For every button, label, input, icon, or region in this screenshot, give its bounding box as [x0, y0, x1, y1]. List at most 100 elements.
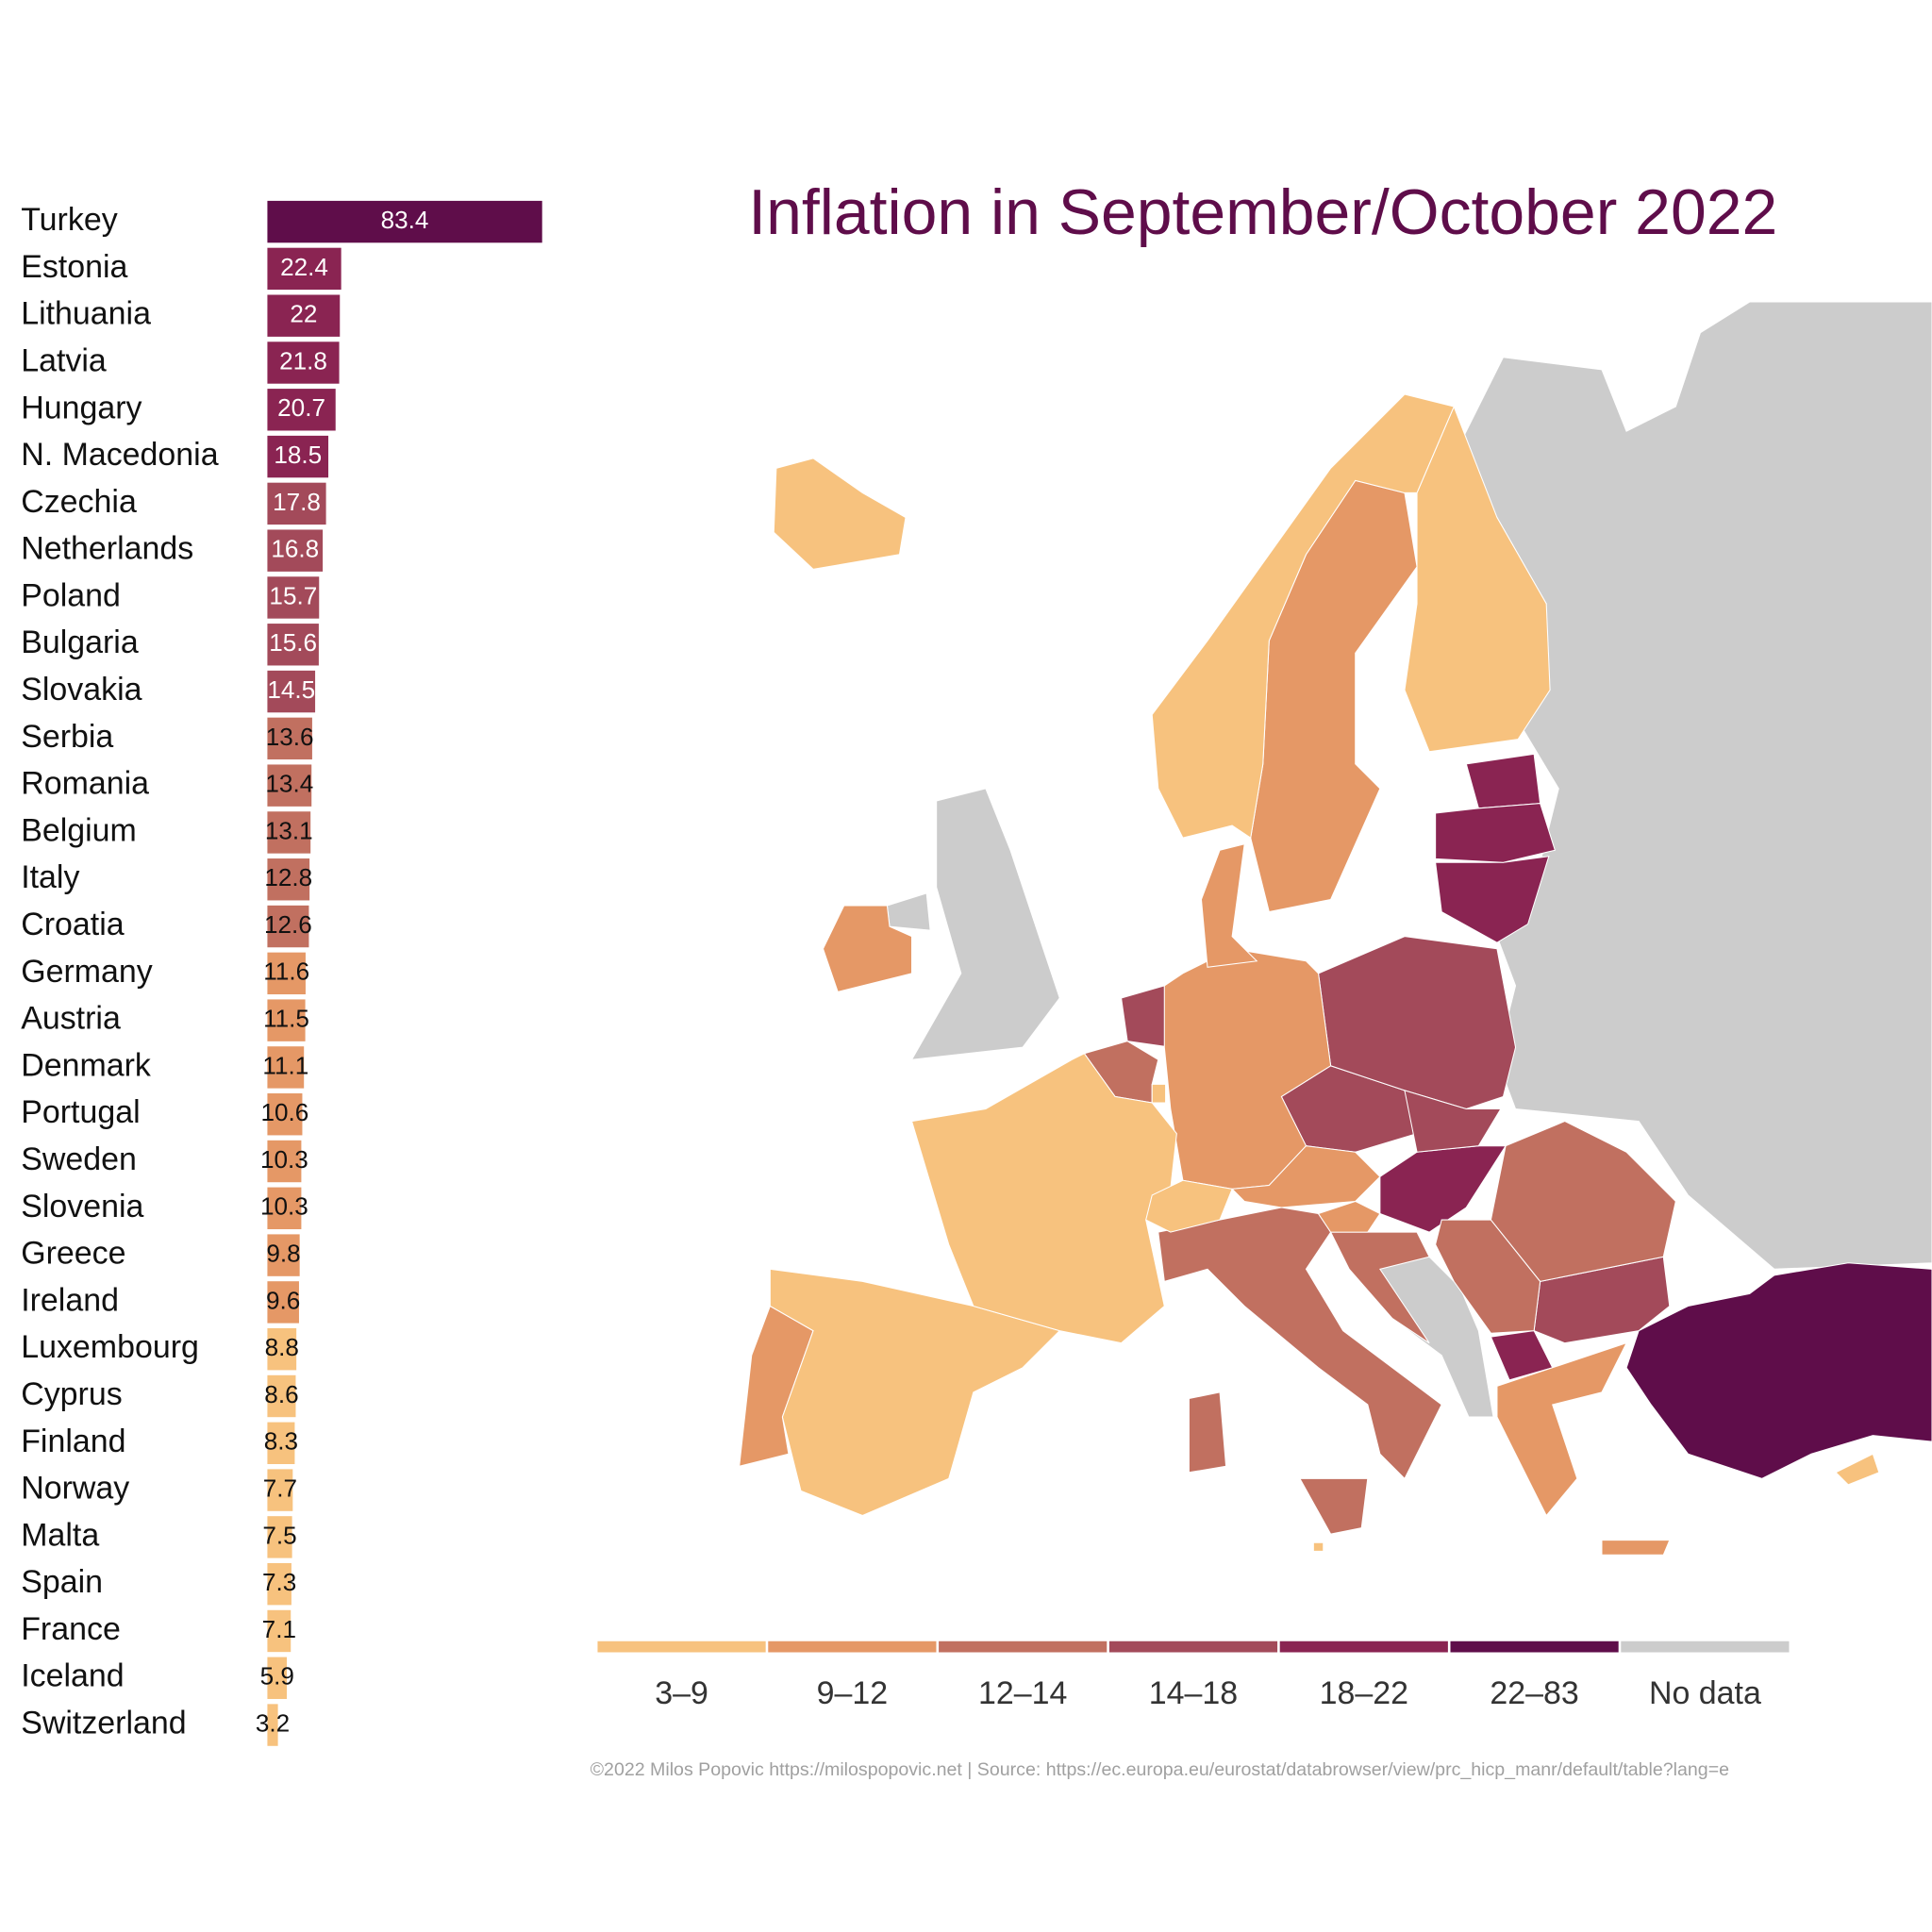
country-shape [1625, 1262, 1932, 1479]
value-label: 22.4 [280, 253, 328, 281]
value-label: 3.2 [256, 1708, 290, 1737]
value-label: 13.1 [265, 816, 313, 844]
source-note: ©2022 Milos Popovic https://milospopovic… [591, 1759, 1730, 1780]
value-label: 11.6 [263, 958, 309, 986]
legend-label: 9–12 [817, 1675, 889, 1711]
category-label: Italy [21, 859, 79, 895]
country-shape [1158, 1207, 1442, 1535]
bar [267, 247, 341, 291]
category-label: Malta [21, 1517, 99, 1553]
bar [267, 717, 312, 760]
category-label: Bulgaria [21, 625, 139, 660]
bar [267, 1093, 303, 1136]
category-label: France [21, 1611, 121, 1647]
country-shape [1835, 1453, 1880, 1486]
country-shape [1317, 936, 1517, 1110]
bar [267, 482, 326, 525]
category-label: Greece [21, 1236, 125, 1272]
bar [267, 1328, 297, 1371]
value-label: 15.6 [269, 628, 317, 657]
country-shape [822, 905, 913, 993]
country-shape [1465, 753, 1541, 809]
value-label: 8.6 [264, 1380, 298, 1408]
category-label: Norway [21, 1471, 129, 1507]
legend-label: No data [1649, 1675, 1761, 1711]
bar [267, 1234, 300, 1276]
value-label: 9.8 [266, 1240, 300, 1268]
bar [267, 1657, 288, 1699]
legend-label: 14–18 [1149, 1675, 1238, 1711]
legend-swatch [1450, 1641, 1619, 1653]
bar [267, 811, 311, 854]
category-label: Slovenia [21, 1189, 143, 1224]
category-label: Switzerland [21, 1706, 186, 1741]
bar [267, 294, 341, 337]
value-label: 22 [290, 300, 317, 328]
map [739, 301, 1932, 1556]
value-label: 10.6 [261, 1098, 309, 1126]
category-label: Belgium [21, 812, 137, 848]
country-shape [1404, 1090, 1502, 1153]
no-data-region [1453, 301, 1932, 1270]
category-label: Lithuania [21, 296, 151, 332]
value-label: 12.8 [264, 863, 312, 891]
value-label: 20.7 [277, 393, 325, 422]
no-data-region [1367, 1256, 1494, 1418]
category-label: Netherlands [21, 531, 193, 567]
category-label: Hungary [21, 390, 142, 425]
category-label: Iceland [21, 1658, 124, 1694]
value-label: 13.4 [265, 770, 313, 798]
country-shape [1490, 1120, 1676, 1282]
country-shape [1404, 405, 1551, 753]
category-label: N. Macedonia [21, 437, 219, 473]
value-label: 5.9 [260, 1662, 294, 1690]
legend-swatch [1621, 1641, 1790, 1653]
value-label: 7.1 [262, 1615, 296, 1643]
bar [267, 1609, 291, 1653]
country-shape [1151, 1083, 1167, 1104]
legend-swatch [597, 1641, 766, 1653]
bar [267, 1140, 302, 1183]
country-shape [1312, 1541, 1324, 1552]
bar [267, 341, 340, 384]
bar [267, 435, 329, 478]
category-label: Czechia [21, 484, 137, 520]
bar [267, 389, 336, 431]
bar [267, 858, 310, 901]
bar [267, 529, 324, 572]
bar [267, 764, 312, 807]
category-label: Croatia [21, 907, 125, 942]
value-label: 13.6 [266, 723, 314, 751]
bar [267, 1562, 291, 1606]
category-label: Ireland [21, 1282, 119, 1318]
category-label: Spain [21, 1564, 103, 1600]
value-label: 7.5 [262, 1521, 296, 1549]
legend-label: 3–9 [655, 1675, 708, 1711]
bar [267, 1469, 293, 1511]
value-label: 16.8 [271, 535, 319, 563]
country-shape [1145, 1179, 1233, 1233]
bar [267, 1374, 296, 1418]
country-shape [1230, 1145, 1381, 1208]
value-label: 15.7 [269, 581, 317, 609]
value-label: 8.8 [265, 1333, 299, 1361]
value-label: 17.8 [273, 488, 321, 516]
legend-label: 12–14 [978, 1675, 1067, 1711]
category-label: Latvia [21, 342, 107, 378]
category-label: Cyprus [21, 1376, 123, 1412]
bar [267, 576, 320, 619]
bar [267, 1422, 295, 1464]
category-label: Germany [21, 954, 153, 990]
bar [267, 1704, 278, 1746]
category-label: Serbia [21, 719, 113, 755]
country-shape [773, 458, 907, 570]
category-label: Luxembourg [21, 1329, 199, 1365]
country-shape [1435, 803, 1556, 863]
value-label: 7.3 [262, 1568, 296, 1596]
legend-swatch [939, 1641, 1108, 1653]
legend-swatch [768, 1641, 937, 1653]
category-label: Sweden [21, 1141, 137, 1177]
bar [267, 1046, 305, 1089]
bar [267, 1281, 299, 1324]
